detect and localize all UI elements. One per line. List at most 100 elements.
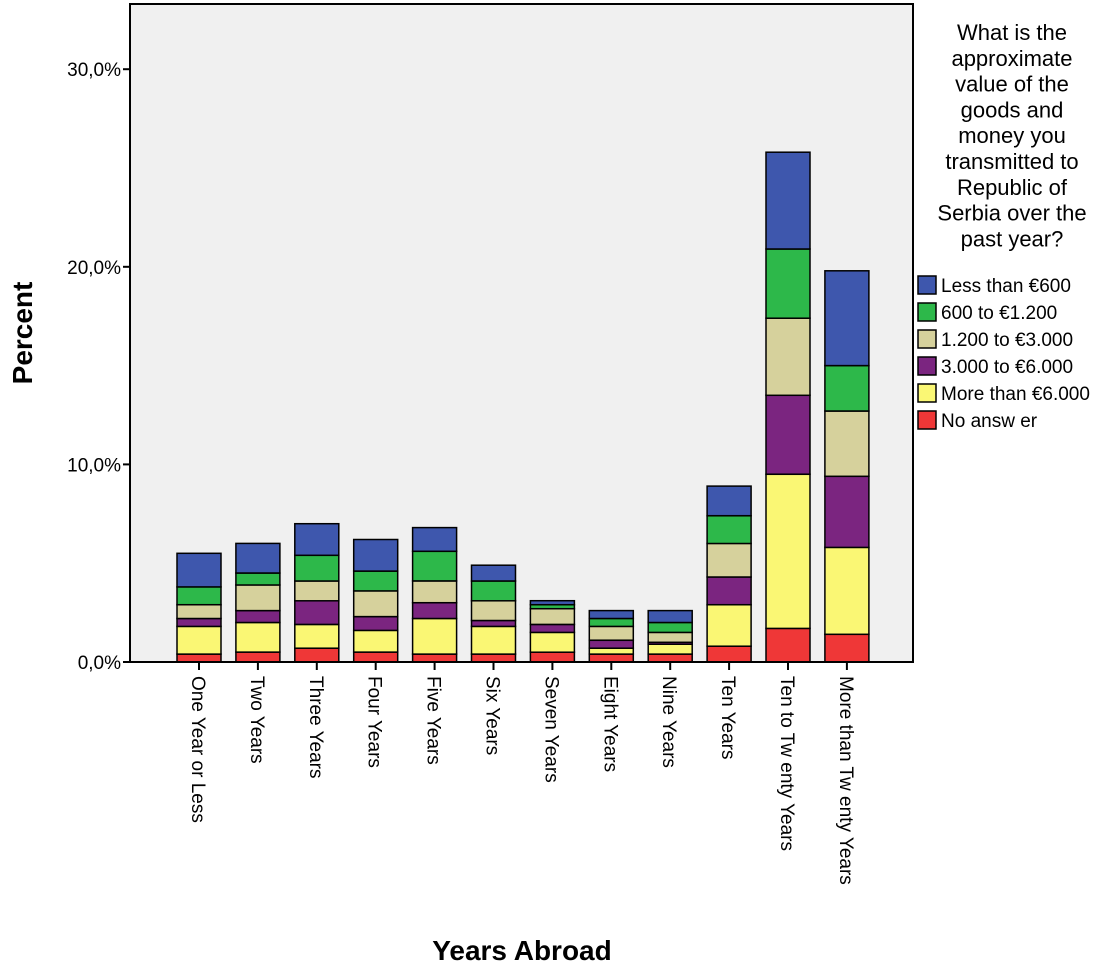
bar-segment [294,599,340,626]
bar-segment [352,615,399,632]
bar-segment [706,645,752,663]
bar-segment [470,653,517,663]
bar-segment [294,522,340,557]
x-category-label: More than Tw enty Years [835,676,856,885]
bar-segment [176,617,222,628]
bar-segment [411,580,458,604]
bar-segment [411,653,458,663]
bar-segment [824,410,870,478]
bar-segment [411,617,458,655]
bar-segment [352,651,399,663]
legend-label: 1.200 to €3.000 [941,330,1073,351]
bar-segment [588,617,635,628]
bar-segment [235,584,281,612]
x-category-label: Ten to Tw enty Years [776,676,797,851]
bar-segment [294,554,340,582]
y-axis-ticks: 0,0% 10,0% 20,0% 30,0% [67,60,130,674]
bar-segment [176,552,222,588]
bars-group [176,151,870,663]
bar-segment [647,643,693,655]
x-category-label: Six Years [482,676,503,755]
bar-segment [235,572,281,586]
x-category-label: Four Years [364,676,385,768]
bar-segment [470,599,517,622]
plot-frame [129,3,914,663]
bar-segment [529,631,576,653]
bar-segment [647,609,693,624]
y-tick-label: 20,0% [67,258,121,279]
bar-segment [706,576,752,606]
bar-segment [647,653,693,663]
bar-segment [235,621,281,653]
bar-segment [411,601,458,620]
bar-segment [176,603,222,620]
legend-title-line: What is the [957,20,1067,45]
x-category-label: Two Years [246,676,267,764]
bar-segment [294,623,340,649]
x-category-label: Seven Years [540,676,561,783]
bar-segment [765,151,811,250]
x-category-label: Five Years [423,676,444,765]
x-category-label: Ten Years [717,676,738,759]
bar-segment [235,651,281,663]
bar-segment [176,586,222,606]
legend-title-line: goods and [961,97,1064,122]
bar-segment [352,629,399,653]
bar-segment [529,623,576,634]
bar-segment [529,607,576,626]
legend-swatch [917,383,937,403]
y-tick-label: 0,0% [78,653,121,674]
bar-segment [470,564,517,582]
bar-segment [824,475,870,549]
bar-segment [765,394,811,475]
legend-title-line: value of the [955,72,1069,97]
x-category-label: One Year or Less [187,676,208,823]
bar-segment [470,625,517,655]
legend-title-line: money you [958,123,1066,148]
x-category-label: Eight Years [599,676,620,772]
bar-segment [529,651,576,663]
legend-title-line: past year? [961,226,1064,251]
legend-title-line: transmitted to [945,149,1078,174]
y-axis-title: Percent [7,282,38,385]
legend-swatch [917,302,937,322]
x-category-label: Nine Years [658,676,679,768]
bar-segment [529,599,576,606]
bar-segment [765,317,811,397]
bar-segment [706,515,752,545]
legend-label: 3.000 to €6.000 [941,357,1073,378]
bar-segment [588,653,635,663]
bar-segment [765,473,811,630]
legend-label: No answ er [941,411,1038,432]
bar-segment [706,485,752,517]
bar-segment [765,248,811,319]
bar-segment [294,580,340,602]
bar-segment [411,526,458,553]
bar-segment [411,550,458,582]
bar-segment [647,631,693,644]
bar-segment [588,639,635,649]
bar-segment [824,546,870,636]
legend-swatch [917,356,937,376]
bar-segment [824,364,870,412]
bar-segment [588,625,635,641]
legend-swatch [917,329,937,349]
bar-segment [235,609,281,624]
x-axis-title: Years Abroad [432,935,611,966]
bar-segment [765,627,811,663]
legend-swatch [917,410,937,430]
bar-segment [824,270,870,367]
y-tick-label: 10,0% [67,455,121,476]
legend-label: More than €6.000 [941,384,1090,405]
bar-segment [352,538,399,572]
legend-title-line: Republic of [957,175,1068,200]
bar-segment [706,603,752,647]
legend-title-line: approximate [951,46,1072,71]
bar-segment [352,590,399,618]
bar-segment [470,580,517,602]
legend-label: Less than €600 [941,276,1071,297]
bar-segment [294,647,340,663]
bar-segment [824,633,870,663]
